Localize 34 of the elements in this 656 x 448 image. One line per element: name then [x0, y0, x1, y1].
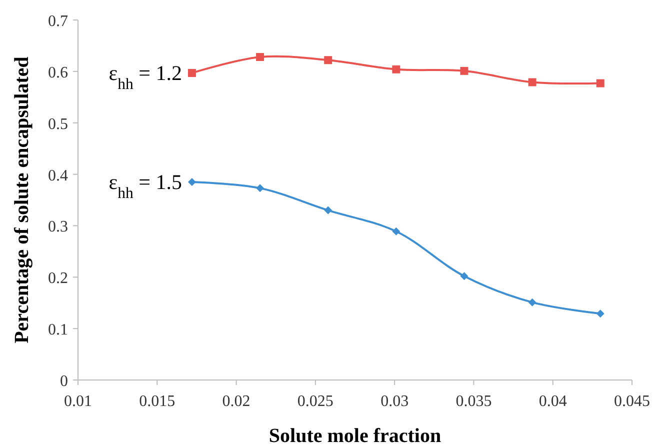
- y-tick-label: 0.6: [48, 64, 68, 82]
- point: [460, 272, 468, 280]
- x-tick-label: 0.045: [614, 393, 650, 410]
- x-tick-label: 0.01: [64, 393, 92, 410]
- point: [392, 227, 400, 236]
- y-tick-label: 0.2: [48, 270, 68, 288]
- point: [392, 65, 400, 74]
- point: [324, 206, 332, 214]
- series-label: ε$_{hh}$ = 1.2: [108, 60, 182, 92]
- y-tick-label: 0.4: [48, 167, 68, 184]
- point: [528, 298, 536, 306]
- x-tick-label: 0.02: [222, 393, 250, 410]
- point: [188, 68, 196, 77]
- x-tick-label: 0.015: [139, 393, 176, 410]
- y-tick-label: 0.3: [48, 218, 68, 236]
- point: [256, 184, 264, 192]
- y-tick-label: 0.1: [48, 322, 68, 339]
- x-tick-label: 0.03: [380, 393, 409, 410]
- x-tick-label: 0.04: [538, 393, 567, 410]
- y-tick-label: 0: [60, 373, 68, 390]
- point: [188, 178, 196, 186]
- point: [528, 78, 536, 86]
- y-tick-label: 0.7: [48, 13, 68, 30]
- series-label: ε$_{hh}$ = 1.5: [108, 170, 182, 202]
- y-axis-title: Percentage of solute encapsulated: [11, 56, 33, 344]
- x-tick-label: 0.025: [297, 393, 334, 410]
- x-axis-title: Solute mole fraction: [268, 425, 442, 447]
- point: [596, 310, 604, 318]
- point: [256, 53, 264, 62]
- point: [460, 66, 468, 75]
- point: [324, 56, 332, 64]
- x-tick-label: 0.035: [456, 393, 492, 410]
- y-tick-label: 0.5: [48, 116, 68, 133]
- point: [596, 79, 604, 88]
